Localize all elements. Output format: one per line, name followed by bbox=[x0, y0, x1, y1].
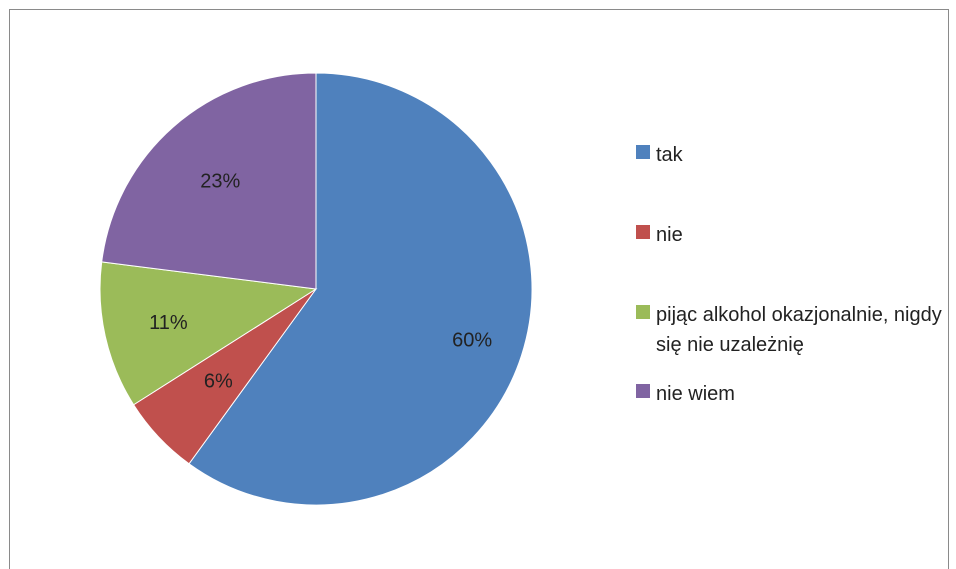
data-label-tak: 60% bbox=[452, 330, 492, 352]
legend-swatch-tak bbox=[636, 145, 650, 159]
legend-swatch-nie-wiem bbox=[636, 384, 650, 398]
legend-label-okazjonalnie: pijąc alkohol okazjonalnie, nigdy się ni… bbox=[656, 304, 942, 356]
slice-okazjonalnie bbox=[99, 261, 318, 406]
slice-nie-wiem bbox=[101, 72, 317, 290]
legend-label-nie-wiem: nie wiem bbox=[656, 383, 735, 405]
legend-item-okazjonalnie: pijąc alkohol okazjonalnie, nigdy się ni… bbox=[636, 300, 956, 360]
legend-label-tak: tak bbox=[656, 144, 683, 166]
pie-data-labels: 60% 6% 11% 23% bbox=[149, 170, 492, 392]
pie-slices bbox=[99, 72, 533, 506]
legend-item-nie: nie bbox=[636, 220, 956, 250]
data-label-nie-wiem: 23% bbox=[200, 170, 240, 192]
legend-swatch-nie bbox=[636, 225, 650, 239]
slice-tak bbox=[188, 72, 533, 506]
legend-item-nie-wiem: nie wiem bbox=[636, 379, 956, 409]
legend-label-nie: nie bbox=[656, 224, 683, 246]
legend-item-tak: tak bbox=[636, 140, 956, 170]
legend: tak nie pijąc alkohol okazjonalnie, nigd… bbox=[636, 0, 956, 563]
data-label-okazjonalnie: 11% bbox=[149, 312, 188, 334]
data-label-nie: 6% bbox=[204, 371, 233, 393]
legend-swatch-okazjonalnie bbox=[636, 305, 650, 319]
